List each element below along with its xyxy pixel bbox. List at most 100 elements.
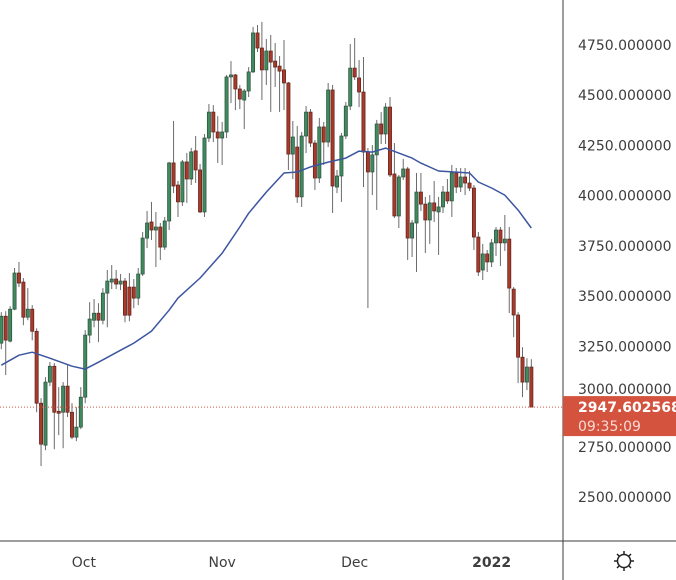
candle[interactable]	[233, 73, 238, 111]
candle[interactable]	[145, 210, 150, 249]
candle[interactable]	[520, 347, 525, 398]
candle[interactable]	[52, 363, 57, 450]
candle[interactable]	[361, 57, 366, 188]
candle[interactable]	[246, 67, 251, 98]
candle[interactable]	[153, 211, 158, 267]
candle[interactable]	[308, 109, 313, 148]
candle[interactable]	[365, 148, 370, 308]
candle[interactable]	[427, 195, 432, 244]
candle[interactable]	[388, 97, 392, 177]
candle[interactable]	[282, 39, 286, 111]
candle[interactable]	[379, 112, 384, 145]
candle[interactable]	[480, 243, 485, 281]
candle[interactable]	[299, 131, 304, 207]
candle[interactable]	[418, 172, 423, 211]
candle[interactable]	[507, 227, 512, 314]
candle[interactable]	[251, 26, 256, 73]
candle[interactable]	[8, 306, 13, 343]
candle[interactable]	[423, 196, 428, 253]
candle[interactable]	[74, 407, 79, 442]
candle[interactable]	[189, 147, 194, 186]
candle[interactable]	[449, 164, 454, 217]
candle[interactable]	[414, 172, 419, 273]
candle[interactable]	[206, 104, 211, 143]
plot-area[interactable]	[0, 21, 563, 467]
candle[interactable]	[87, 302, 92, 344]
candle[interactable]	[47, 362, 52, 387]
candle[interactable]	[39, 398, 44, 467]
candle[interactable]	[43, 377, 48, 451]
candle[interactable]	[343, 102, 348, 140]
candle[interactable]	[476, 232, 481, 277]
candle[interactable]	[198, 163, 203, 213]
candle[interactable]	[109, 264, 114, 290]
candle[interactable]	[432, 181, 437, 222]
candle[interactable]	[467, 170, 472, 192]
candle[interactable]	[78, 387, 83, 430]
candle[interactable]	[321, 121, 326, 165]
candle[interactable]	[357, 60, 362, 108]
candle[interactable]	[330, 84, 335, 213]
candle[interactable]	[105, 270, 110, 328]
candle[interactable]	[405, 166, 410, 260]
candle[interactable]	[34, 328, 39, 413]
candle[interactable]	[511, 287, 516, 338]
candle[interactable]	[370, 145, 375, 196]
candle[interactable]	[184, 152, 189, 203]
candle[interactable]	[410, 219, 415, 257]
candle[interactable]	[83, 330, 88, 404]
candle[interactable]	[167, 161, 172, 231]
candle[interactable]	[229, 61, 233, 104]
candle[interactable]	[529, 359, 534, 408]
candle[interactable]	[30, 305, 35, 341]
candle[interactable]	[290, 120, 295, 180]
candle[interactable]	[96, 303, 101, 343]
candle[interactable]	[273, 42, 278, 87]
candle[interactable]	[436, 196, 441, 255]
candle[interactable]	[286, 81, 291, 170]
time-axis[interactable]: Oct Nov Dec 2022	[72, 555, 511, 571]
candle[interactable]	[458, 167, 463, 193]
candle[interactable]	[65, 365, 70, 418]
candle[interactable]	[100, 288, 105, 325]
candle[interactable]	[485, 249, 490, 273]
candle[interactable]	[339, 132, 344, 202]
candle[interactable]	[180, 159, 185, 206]
candle[interactable]	[61, 382, 66, 449]
candle[interactable]	[25, 288, 30, 321]
candle[interactable]	[396, 174, 401, 229]
candle[interactable]	[158, 222, 163, 260]
candle[interactable]	[3, 311, 8, 376]
candle[interactable]	[162, 216, 167, 250]
candle[interactable]	[56, 387, 61, 436]
candle[interactable]	[17, 261, 21, 288]
candle[interactable]	[295, 125, 300, 203]
candle[interactable]	[255, 24, 260, 53]
candle[interactable]	[352, 37, 357, 80]
candle[interactable]	[193, 136, 198, 184]
candle[interactable]	[494, 227, 498, 256]
candle[interactable]	[176, 181, 180, 217]
candle[interactable]	[0, 312, 4, 350]
candle[interactable]	[118, 274, 123, 291]
candle[interactable]	[277, 56, 282, 112]
candle[interactable]	[268, 34, 273, 112]
gear-icon[interactable]	[614, 551, 634, 571]
candle[interactable]	[12, 267, 17, 311]
candle[interactable]	[524, 358, 529, 391]
candle[interactable]	[140, 232, 145, 277]
candle[interactable]	[348, 43, 353, 111]
candle[interactable]	[317, 117, 322, 184]
price-axis[interactable]: 2500.000000 2750.000000 3000.000000 3250.00…	[578, 38, 672, 506]
candle[interactable]	[21, 278, 26, 326]
candle[interactable]	[202, 133, 207, 217]
candle[interactable]	[220, 121, 225, 165]
candle[interactable]	[131, 279, 136, 309]
candle[interactable]	[149, 201, 154, 241]
candle[interactable]	[211, 105, 216, 143]
candle[interactable]	[70, 403, 74, 440]
candle[interactable]	[471, 185, 476, 250]
candle[interactable]	[489, 239, 494, 267]
candle[interactable]	[326, 82, 331, 148]
